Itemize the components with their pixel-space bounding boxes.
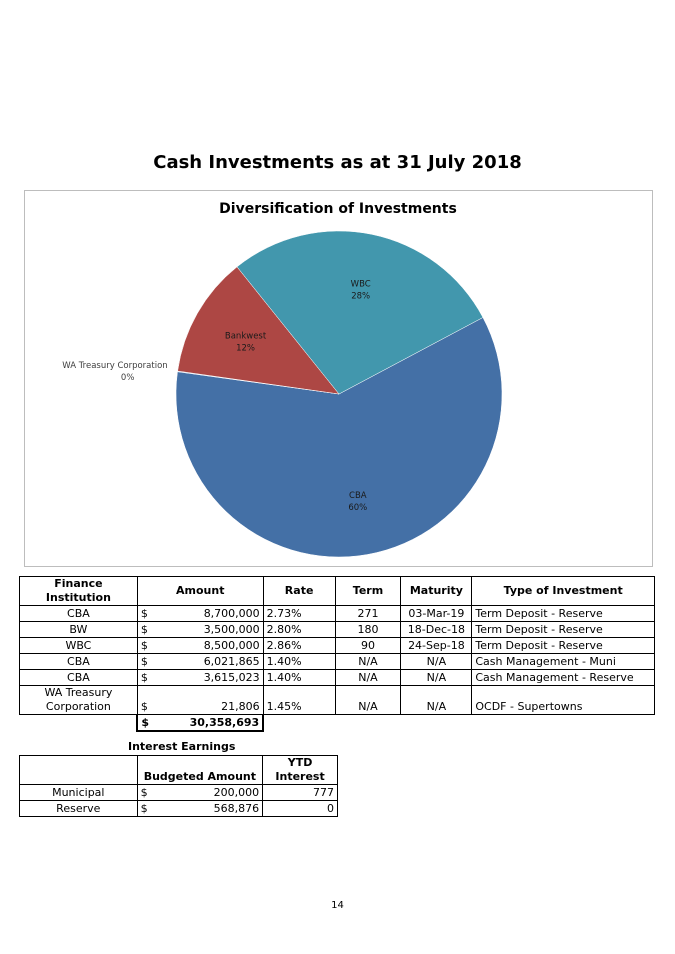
interest-table: Budgeted Amount YTD Interest Municipal $…: [19, 755, 338, 817]
rate-cell: 1.45%: [262, 685, 336, 715]
institution-cell: CBA: [19, 605, 138, 622]
header-ytd-line: Interest: [275, 770, 325, 783]
amount-cell: 6,021,865: [163, 653, 264, 670]
amount-cell: 21,806: [163, 685, 264, 715]
header-budgeted-amount: Budgeted Amount: [136, 755, 264, 785]
term-cell: N/A: [334, 653, 402, 670]
interest-header-blank: [19, 755, 138, 785]
interest-header-row: Budgeted Amount YTD Interest: [19, 755, 338, 785]
header-rate: Rate: [262, 576, 336, 606]
currency-cell: $: [136, 669, 164, 686]
pie-label-name: WBC: [351, 280, 371, 290]
table-row: CBA $ 3,615,023 1.40% N/A N/A Cash Manag…: [19, 669, 655, 686]
maturity-cell: N/A: [400, 653, 473, 670]
type-cell: Term Deposit - Reserve: [471, 637, 655, 654]
type-cell: OCDF - Supertowns: [471, 685, 655, 715]
total-amount: 30,358,693: [163, 714, 265, 732]
term-cell: N/A: [334, 685, 402, 715]
amount-cell: 8,700,000: [163, 605, 264, 622]
institution-cell: WA Treasury Corporation: [19, 685, 138, 715]
currency-cell: $: [136, 653, 164, 670]
pie-slice-cba: [175, 317, 503, 558]
table-row: CBA $ 8,700,000 2.73% 271 03-Mar-19 Term…: [19, 605, 655, 622]
interest-label-cell: Reserve: [19, 800, 138, 817]
header-maturity: Maturity: [400, 576, 473, 606]
rate-cell: 2.73%: [262, 605, 336, 622]
rate-cell: 1.40%: [262, 669, 336, 686]
currency-cell: $: [136, 621, 164, 638]
table-row: CBA $ 6,021,865 1.40% N/A N/A Cash Manag…: [19, 653, 655, 670]
institution-line: Corporation: [45, 700, 111, 713]
type-cell: Term Deposit - Reserve: [471, 605, 655, 622]
term-cell: 180: [334, 621, 402, 638]
interest-label-cell: Municipal: [19, 784, 138, 801]
maturity-cell: 24-Sep-18: [400, 637, 473, 654]
table-row: Reserve $ 568,876 0: [19, 800, 338, 817]
currency-cell: $: [136, 637, 164, 654]
currency-cell: $: [136, 685, 164, 715]
institution-cell: CBA: [19, 669, 138, 686]
pie-label-value: 0%: [121, 373, 135, 383]
page-number: 14: [331, 900, 344, 911]
investments-header-row: Finance Institution Amount Rate Term Mat…: [19, 576, 655, 606]
header-ytd-interest: YTD Interest: [262, 755, 338, 785]
term-cell: N/A: [334, 669, 402, 686]
term-cell: 271: [334, 605, 402, 622]
rate-cell: 2.86%: [262, 637, 336, 654]
pie-label-name: Bankwest: [225, 332, 267, 342]
page-title: Cash Investments as at 31 July 2018: [153, 152, 522, 173]
investments-table: Finance Institution Amount Rate Term Mat…: [19, 576, 655, 732]
maturity-cell: N/A: [400, 685, 473, 715]
maturity-cell: 18-Dec-18: [400, 621, 473, 638]
type-cell: Cash Management - Muni: [471, 653, 655, 670]
pie-label-name: CBA: [349, 491, 367, 501]
table-row: BW $ 3,500,000 2.80% 180 18-Dec-18 Term …: [19, 621, 655, 638]
currency-cell: $: [136, 800, 163, 817]
rate-cell: 1.40%: [262, 653, 336, 670]
type-cell: Cash Management - Reserve: [471, 669, 655, 686]
pie-label-name: WA Treasury Corporation: [62, 361, 167, 371]
total-currency: $: [136, 714, 164, 732]
ytd-cell: 0: [262, 800, 338, 817]
pie-chart: Diversification of Investments CBA 60% WA …: [24, 190, 653, 567]
pie-slice-wbc: [236, 230, 484, 395]
chart-title: Diversification of Investments: [219, 201, 457, 217]
term-cell: 90: [334, 637, 402, 654]
interest-earnings-heading: Interest Earnings: [128, 740, 236, 753]
institution-cell: WBC: [19, 637, 138, 654]
amount-cell: 8,500,000: [163, 637, 264, 654]
pie-label-value: 12%: [236, 344, 255, 354]
institution-line: WA Treasury: [44, 686, 113, 699]
table-row: WBC $ 8,500,000 2.86% 90 24-Sep-18 Term …: [19, 637, 655, 654]
total-row: $ 30,358,693: [20, 714, 655, 732]
maturity-cell: N/A: [400, 669, 473, 686]
maturity-cell: 03-Mar-19: [400, 605, 473, 622]
header-ytd-line: YTD: [287, 756, 313, 769]
budgeted-cell: 568,876: [162, 800, 264, 817]
pie-slice-bankwest: [177, 266, 340, 395]
institution-cell: CBA: [19, 653, 138, 670]
currency-cell: $: [136, 605, 164, 622]
table-row: Municipal $ 200,000 777: [19, 784, 338, 801]
institution-cell: BW: [19, 621, 138, 638]
currency-cell: $: [136, 784, 163, 801]
header-amount: Amount: [136, 576, 264, 606]
pie-chart-svg: Diversification of Investments CBA 60% WA …: [62, 201, 503, 558]
header-type: Type of Investment: [471, 576, 655, 606]
table-row: WA Treasury Corporation $ 21,806 1.45% N…: [19, 685, 655, 715]
rate-cell: 2.80%: [262, 621, 336, 638]
ytd-cell: 777: [262, 784, 338, 801]
header-institution: Finance Institution: [19, 576, 138, 606]
amount-cell: 3,500,000: [163, 621, 264, 638]
budgeted-cell: 200,000: [162, 784, 264, 801]
header-term: Term: [334, 576, 402, 606]
type-cell: Term Deposit - Reserve: [471, 621, 655, 638]
pie-label-value: 60%: [348, 503, 367, 513]
pie-label-value: 28%: [351, 292, 370, 302]
amount-cell: 3,615,023: [163, 669, 264, 686]
